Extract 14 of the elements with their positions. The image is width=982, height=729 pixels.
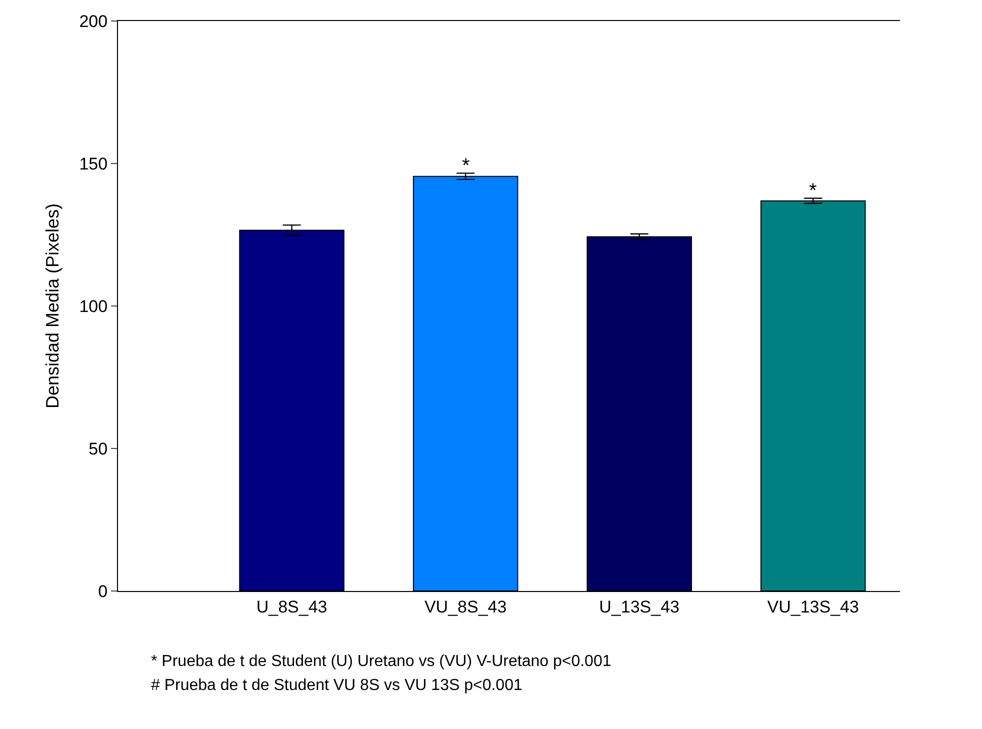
y-tick-label: 0 bbox=[98, 582, 108, 601]
x-tick-label: VU_8S_43 bbox=[424, 597, 507, 616]
annotation: * bbox=[462, 155, 470, 177]
text: # Prueba de t de Student VU 8S vs VU 13S p<0.001 bbox=[151, 677, 522, 694]
y-tick-label: 200 bbox=[79, 12, 108, 31]
annotation: * bbox=[809, 180, 817, 202]
x-tick-label: U_8S_43 bbox=[256, 597, 328, 616]
y-axis-title: Densidad Media (Pixeles) bbox=[42, 203, 62, 409]
y-tick-label: 150 bbox=[79, 154, 108, 174]
text: * Prueba de t de Student (U) Uretano vs (VU) V-Uretano p<0.001 bbox=[151, 653, 612, 670]
y-tick-label: 100 bbox=[79, 296, 108, 316]
x-tick-label: VU_13S_43 bbox=[767, 597, 859, 616]
x-tick-label: U_13S_43 bbox=[599, 597, 680, 616]
y-tick-label: 50 bbox=[88, 439, 108, 458]
